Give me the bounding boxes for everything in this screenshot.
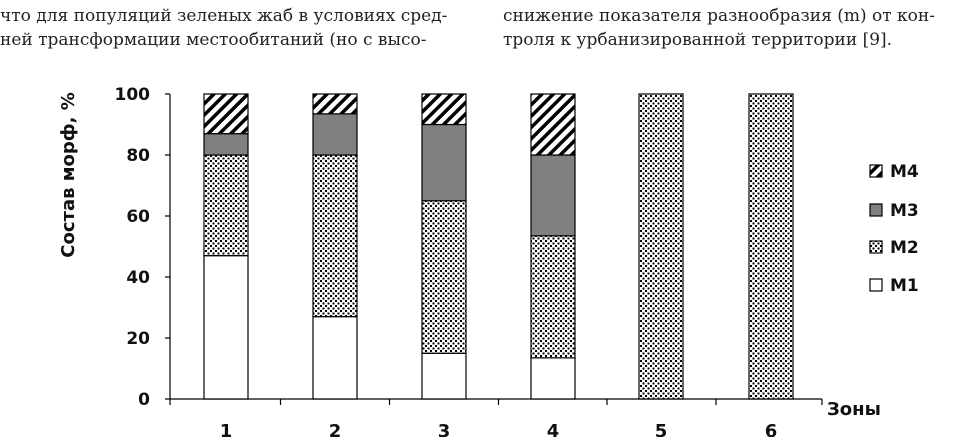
- bar-segment-м2-zone-1: [203, 154, 249, 257]
- y-axis: 0 20 40 60 80 100: [115, 85, 171, 410]
- body-text-line: что для популяций зеленых жаб в условиях…: [0, 6, 448, 26]
- bar-segment-м1-zone-1: [203, 255, 249, 400]
- x-tick-label: 1: [220, 421, 233, 437]
- body-text-right-column: снижение показателя разнообразия (m) от …: [503, 4, 973, 52]
- legend: М4 М3 М2 М1: [869, 162, 919, 296]
- bar-segment-м2-zone-2: [312, 154, 358, 318]
- legend-label: М2: [890, 238, 919, 258]
- bar-segment-м3-zone-1: [203, 133, 249, 156]
- y-axis-title: Состав морф, %: [58, 92, 79, 257]
- legend-swatch: [869, 240, 883, 254]
- bar-segment-м1-zone-3: [421, 352, 467, 400]
- legend-swatch: [869, 278, 883, 292]
- x-tick-label: 3: [438, 421, 451, 437]
- legend-swatch: [869, 203, 883, 217]
- body-text-line: ней трансформации местообитаний (но с вы…: [0, 30, 427, 50]
- y-tick-label: 80: [126, 146, 150, 166]
- x-axis: 1 2 3 4 5 6: [169, 398, 823, 437]
- bar-series-group: [203, 93, 794, 400]
- y-tick-label: 40: [126, 268, 150, 288]
- legend-swatch: [869, 164, 883, 178]
- x-tick-label: 2: [329, 421, 342, 437]
- bar-segment-м4-zone-2: [312, 93, 358, 115]
- bar-segment-м4-zone-1: [203, 93, 249, 135]
- bar-segment-м2-zone-5: [638, 93, 684, 400]
- bar-segment-м2-zone-4: [530, 235, 576, 359]
- body-text-line: троля к урбанизированной территории [9].: [503, 30, 893, 50]
- bar-segment-м2-zone-3: [421, 200, 467, 354]
- bar-segment-м1-zone-4: [530, 357, 576, 400]
- bar-segment-м2-zone-6: [748, 93, 794, 400]
- x-axis-title: Зоны: [827, 399, 881, 420]
- body-text-line: снижение показателя разнообразия (m) от …: [503, 6, 935, 26]
- x-tick-label: 5: [655, 421, 668, 437]
- body-text-left-column: что для популяций зеленых жаб в условиях…: [0, 4, 470, 52]
- y-tick-label: 60: [126, 207, 150, 227]
- x-tick-label: 6: [765, 421, 778, 437]
- y-tick-label: 100: [115, 85, 151, 105]
- bar-segment-м4-zone-4: [530, 93, 576, 156]
- legend-label: М1: [890, 276, 919, 296]
- bar-segment-м3-zone-3: [421, 123, 467, 202]
- legend-label: М3: [890, 201, 919, 221]
- y-tick-label: 20: [126, 329, 150, 349]
- bar-segment-м4-zone-3: [421, 93, 467, 126]
- legend-label: М4: [890, 162, 919, 182]
- bar-segment-м3-zone-2: [312, 113, 358, 156]
- bar-segment-м3-zone-4: [530, 154, 576, 237]
- x-tick-label: 4: [547, 421, 560, 437]
- bar-segment-м1-zone-2: [312, 316, 358, 400]
- y-tick-label: 0: [138, 390, 150, 410]
